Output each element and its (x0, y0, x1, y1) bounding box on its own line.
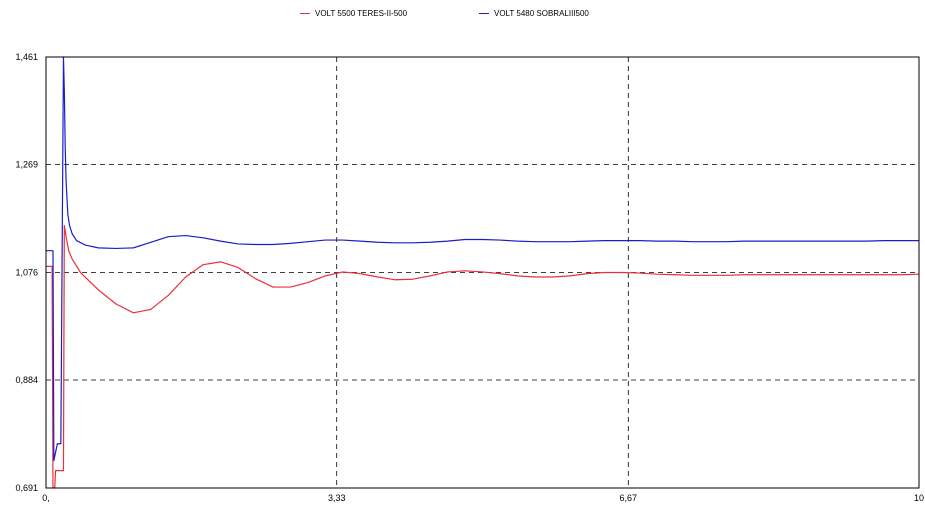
tick-labels: 0, 3,33 6,67 10 0,691 0,884 1,076 1,269 1,461 (15, 52, 924, 503)
x-tick-label: 10 (914, 493, 924, 503)
x-tick-label: 3,33 (328, 493, 346, 503)
legend-item-series-1: VOLT 5500 TERES-II-500 (300, 9, 407, 18)
legend-label-series-1: VOLT 5500 TERES-II-500 (315, 9, 408, 18)
legend-swatch-series-2 (479, 13, 489, 14)
plot-frame (45, 56, 920, 489)
x-tick-label: 6,67 (620, 493, 638, 503)
legend: VOLT 5500 TERES-II-500 VOLT 5480 SOBRALI… (0, 9, 925, 23)
y-tick-label: 0,884 (15, 375, 38, 385)
series-line-1 (46, 224, 920, 489)
y-tick-label: 0,691 (15, 483, 38, 493)
legend-item-series-2: VOLT 5480 SOBRALIII500 (479, 9, 589, 18)
legend-swatch-series-1 (300, 13, 310, 14)
x-tick-label: 0, (42, 493, 50, 503)
series-lines (46, 56, 920, 489)
y-tick-label: 1,461 (15, 52, 38, 62)
series-line-2 (46, 56, 919, 462)
legend-label-series-2: VOLT 5480 SOBRALIII500 (494, 9, 589, 18)
y-tick-label: 1,076 (15, 268, 38, 278)
y-tick-label: 1,269 (15, 159, 38, 169)
